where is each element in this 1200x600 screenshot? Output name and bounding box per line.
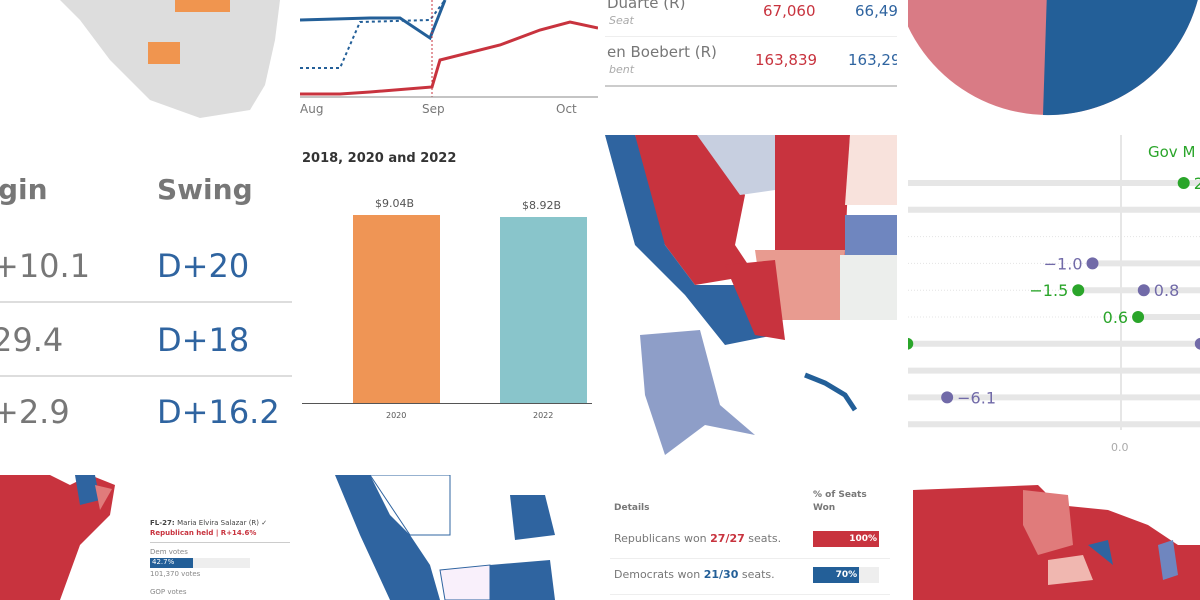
- seats-pct-bar: 100%: [813, 531, 879, 547]
- swing-cell: D+18: [157, 321, 250, 359]
- west-map-tile: [330, 475, 598, 600]
- bar-value-label: $9.04B: [375, 196, 415, 210]
- x-tick: Sep: [422, 102, 445, 116]
- seats-pct-bar: 70%: [813, 567, 860, 583]
- line-rep: [300, 20, 598, 96]
- dot-label-green: 2.2: [1194, 174, 1200, 193]
- rep-votes: 67,060: [763, 2, 816, 20]
- swing-cell: D+16.2: [157, 393, 280, 431]
- gop-votes-label: GOP votes: [150, 588, 187, 596]
- district-label: FL-27:: [150, 519, 175, 527]
- swing-table-tile: gin Swing +10.1 D+20 29.4 D+18 +2.9 D+16…: [0, 135, 292, 460]
- southeast-map-tile: [0, 475, 115, 600]
- line-dem-dotted: [300, 0, 446, 69]
- candidate-name: Duarte (R): [607, 0, 686, 12]
- dem-votes-label: Dem votes: [150, 548, 188, 556]
- x-tick: Aug: [300, 102, 324, 116]
- dot-green: [1132, 311, 1145, 323]
- table-row: en Boebert (R) bent 163,839 163,293: [605, 37, 897, 87]
- header-details: Details: [614, 503, 650, 513]
- dot-green: [1177, 177, 1190, 189]
- seats-table-tile: Details % of Seats Won Republicans won 2…: [605, 478, 897, 600]
- southwest-map-tile: [605, 135, 897, 460]
- header-margin: gin: [0, 173, 48, 206]
- bar-2020: [353, 214, 440, 403]
- header-pct: % of Seats Won: [813, 490, 867, 513]
- candidate-name: en Boebert (R): [607, 43, 717, 61]
- dot-plot-tile: 2.25.03.4−1.0−1.50.80.64−7.52.83.5−6.15 …: [908, 135, 1200, 460]
- dot-green: [908, 337, 914, 350]
- dot-green: [1072, 284, 1085, 297]
- header-swing: Swing: [157, 173, 253, 206]
- district-map: [605, 135, 897, 455]
- pie-chart-tile: [908, 0, 1200, 120]
- dot-purple: [1137, 284, 1150, 297]
- dem-votes-bar: 42.7%: [150, 558, 193, 568]
- x-tick: Oct: [556, 102, 577, 116]
- dot-label-purple: 0.8: [1154, 281, 1179, 300]
- dem-votes-count: 101,370 votes: [150, 570, 201, 578]
- dot-purple: [1086, 257, 1099, 270]
- x-tick: 2020: [386, 411, 407, 420]
- dem-votes: 66,496: [855, 2, 897, 20]
- dot-purple: [1194, 337, 1200, 350]
- midwest-map-tile: [908, 485, 1200, 600]
- chart-title: 2018, 2020 and 2022: [302, 151, 457, 166]
- line-chart: [300, 0, 598, 98]
- bar-chart-tile: 2018, 2020 and 2022 $9.04B 2020 $8.92B 2…: [300, 135, 598, 460]
- candidate-note: Seat: [609, 14, 634, 27]
- dem-votes: 163,293: [848, 51, 897, 69]
- dot-label-purple: −6.1: [957, 388, 996, 407]
- bar-value-label: $8.92B: [522, 199, 562, 213]
- margin-cell: +2.9: [0, 393, 70, 431]
- line-chart-tile: Aug Sep Oct: [300, 0, 598, 120]
- rep-votes: 163,839: [755, 51, 818, 69]
- dot-label-green: −1.5: [1029, 281, 1068, 300]
- x-tick: 2022: [533, 411, 554, 420]
- candidate-note: bent: [609, 63, 635, 76]
- results-table-tile: Duarte (R) Seat 67,060 66,496 en Boebert…: [605, 0, 897, 120]
- pie-slice-dem: [1043, 0, 1198, 116]
- california-map: [60, 0, 280, 118]
- table-row: Democrats won 21/30 seats. 70%: [610, 558, 890, 595]
- bar-2022: [500, 217, 587, 403]
- table-row: Duarte (R) Seat 67,060 66,496: [605, 0, 897, 37]
- margin-cell: 29.4: [0, 321, 64, 359]
- race-card: FL-27: Maria Elvira Salazar (R) ✓ Republ…: [145, 510, 295, 600]
- table-row: Republicans won 27/27 seats. 100%: [610, 522, 890, 559]
- margin-cell: +10.1: [0, 247, 91, 285]
- dot-plot: 2.25.03.4−1.0−1.50.80.64−7.52.83.5−6.15: [908, 135, 1200, 430]
- swing-cell: D+20: [157, 247, 250, 285]
- dot-label-green: 0.6: [1103, 308, 1128, 327]
- series-label-gov: Gov M: [1148, 143, 1196, 161]
- dot-label-purple: −1.0: [1044, 254, 1083, 273]
- race-status: Republican held | R+14.6%: [150, 529, 257, 537]
- dot-purple: [941, 391, 954, 404]
- california-map-tile: [0, 0, 298, 120]
- line-dem: [300, 0, 447, 41]
- candidate-name: Maria Elvira Salazar (R) ✓: [177, 519, 268, 527]
- x-tick: 0.0: [1111, 441, 1129, 454]
